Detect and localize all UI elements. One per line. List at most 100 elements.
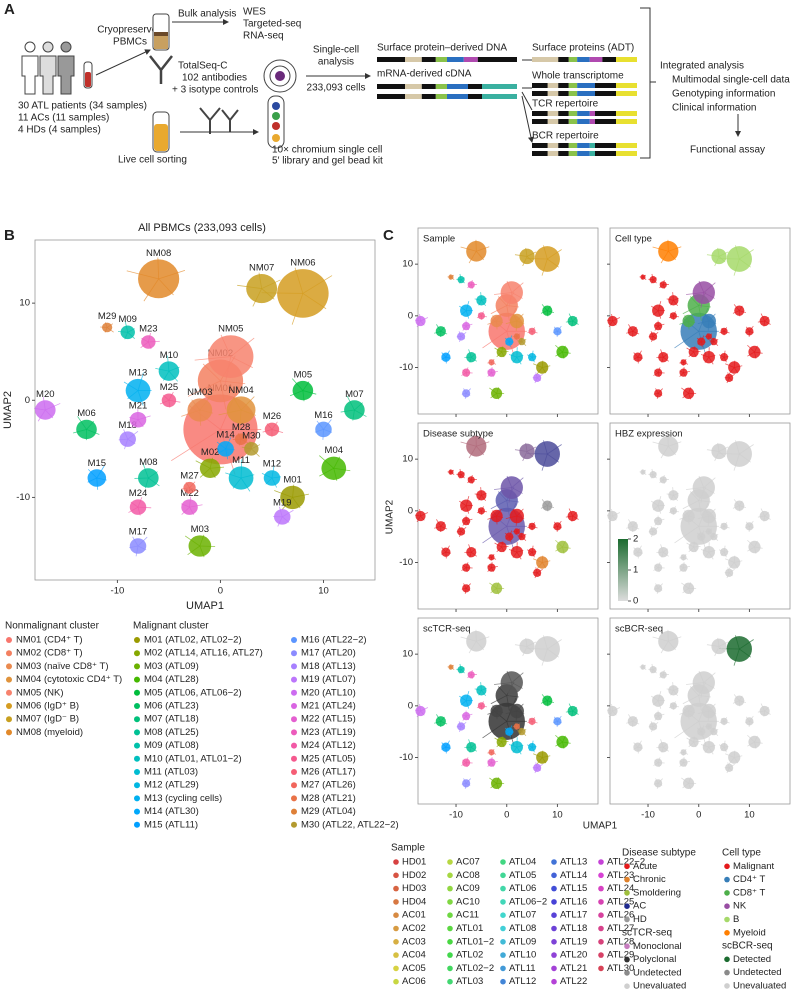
cluster-spray (713, 731, 719, 737)
cluster-spray (354, 402, 363, 411)
cluster-spray (732, 700, 740, 704)
legend-swatch (291, 663, 297, 670)
cluster-spray (633, 547, 639, 553)
cluster-spray (683, 553, 687, 558)
bar-segment (577, 143, 590, 148)
cluster-label: M30 (242, 431, 260, 442)
cluster-spray (271, 465, 275, 479)
legend-label: HD (633, 914, 647, 925)
cluster-spray (738, 310, 741, 317)
cluster-spray (547, 258, 559, 268)
bar-segment (547, 83, 559, 88)
cluster-spray (658, 713, 665, 717)
cluster-spray (516, 313, 524, 322)
cluster-spray (45, 409, 54, 419)
bar-segment (558, 119, 569, 124)
cluster-spray (657, 301, 662, 311)
cluster-spray (124, 332, 129, 340)
cluster-spray (700, 744, 710, 748)
cluster-spray (688, 313, 694, 322)
cluster-spray (712, 727, 715, 732)
cluster-spray (460, 472, 465, 476)
legend-swatch (724, 969, 730, 976)
cluster-spray (764, 515, 771, 520)
cluster-spray (546, 305, 551, 311)
cluster-spray (168, 399, 181, 403)
cluster-spray (462, 715, 467, 721)
cluster-spray (719, 525, 725, 529)
legend-swatch (393, 859, 399, 865)
cluster-spray (520, 337, 523, 342)
cluster-spray (656, 783, 659, 789)
cluster-spray (531, 717, 536, 722)
cluster-spray (512, 313, 518, 322)
cluster-spray (633, 742, 639, 748)
cluster-spray (657, 583, 663, 589)
legend-label: Undetected (633, 967, 682, 978)
bar-segment (377, 84, 405, 89)
legend-swatch (724, 956, 730, 963)
cluster-spray (478, 702, 482, 707)
cluster-spray (461, 587, 467, 590)
cluster-spray (460, 246, 477, 252)
cluster-spray (528, 746, 533, 751)
cluster-spray (277, 516, 283, 527)
cluster-spray (679, 556, 684, 559)
legend-swatch (134, 716, 140, 723)
cluster-spray (652, 336, 658, 340)
cluster-spray (515, 528, 518, 532)
legend-swatch (598, 925, 604, 932)
legend-label: NM01 (CD4⁺ T) (16, 635, 83, 646)
legend-label: AC08 (456, 870, 480, 881)
arrow (521, 59, 532, 142)
cluster-spray (420, 710, 425, 716)
cluster-spray (516, 320, 525, 325)
cluster-spray (697, 341, 702, 345)
cluster-spray (496, 508, 502, 517)
cluster-spray (508, 744, 518, 748)
cohort: 30 ATL patients (34 samples) (18, 101, 147, 112)
cluster-spray (555, 539, 563, 548)
cluster-spray (718, 446, 729, 452)
cluster-spray (571, 515, 574, 522)
cluster-spray (501, 546, 505, 553)
cluster-spray (738, 500, 743, 506)
cluster-spray (514, 254, 528, 257)
cluster-spray (653, 762, 659, 766)
bar-segment (595, 83, 616, 88)
legend-label: ATL28 (607, 936, 634, 947)
cluster-spray (240, 474, 255, 479)
cluster-spray (633, 356, 639, 360)
cluster-spray (733, 453, 740, 471)
cluster-spray (657, 505, 662, 514)
cluster-spray (171, 429, 221, 462)
cluster-spray (541, 757, 547, 764)
cluster-spray (719, 330, 725, 334)
cluster-spray (688, 703, 694, 712)
cluster-spray (189, 506, 195, 515)
cluster-spray (516, 508, 524, 517)
legend-title: Sample (391, 843, 425, 854)
cluster-spray (718, 549, 725, 553)
cluster-spray (682, 305, 699, 315)
cluster-spray (42, 396, 46, 411)
cluster-spray (700, 530, 705, 537)
panel-title: scBCR-seq (615, 624, 663, 635)
cluster-spray (241, 446, 252, 450)
cluster-spray (679, 567, 684, 572)
cluster-spray (531, 525, 538, 529)
cluster-spray (725, 558, 735, 563)
cluster-spray (158, 269, 186, 280)
cluster-spray (516, 515, 525, 520)
cluster-spray (521, 731, 527, 737)
legend-label: M06 (ATL23) (144, 701, 199, 712)
legend-label: M09 (ATL08) (144, 740, 199, 751)
cluster-spray (662, 746, 669, 752)
cluster-spray (491, 566, 498, 569)
cluster-spray (469, 747, 472, 753)
cluster-spray (688, 320, 696, 324)
cluster-spray (541, 499, 548, 506)
cluster-spray (739, 700, 746, 703)
cluster-spray (449, 664, 452, 668)
cluster-spray (571, 710, 574, 717)
